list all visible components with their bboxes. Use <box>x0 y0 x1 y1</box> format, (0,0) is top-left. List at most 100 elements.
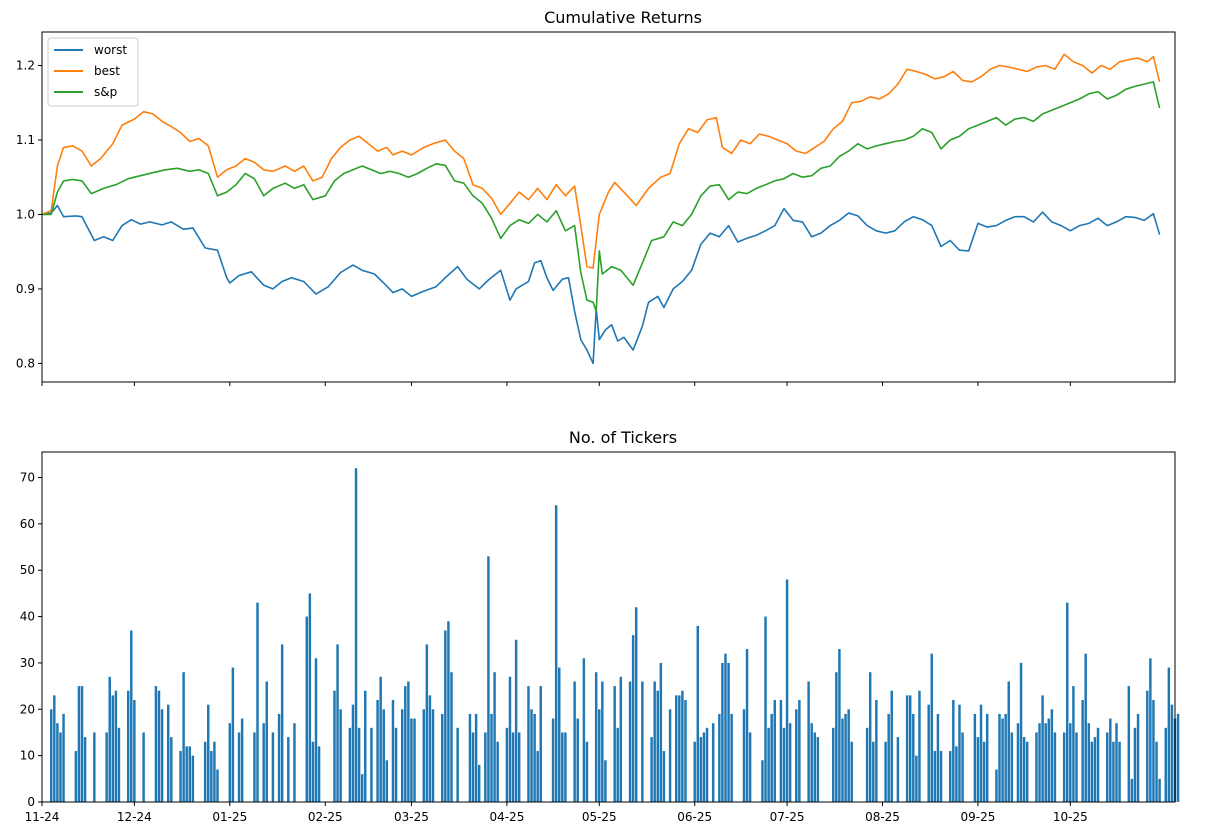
bar <box>511 732 515 802</box>
bar <box>1109 718 1112 802</box>
legend-item-worst: worst <box>54 43 127 57</box>
bar <box>952 700 955 802</box>
bar <box>394 727 398 802</box>
bar <box>656 690 659 802</box>
bar <box>167 704 170 802</box>
bar <box>761 760 764 802</box>
bar <box>185 746 188 802</box>
bar <box>305 616 309 802</box>
y-tick-label: 30 <box>20 656 35 670</box>
bar <box>1136 713 1140 802</box>
returns-y-axis: 0.8 0.9 1.0 1.1 1.2 <box>16 59 42 370</box>
bar <box>976 737 980 802</box>
bar <box>317 746 321 802</box>
bar <box>598 709 601 802</box>
bar <box>253 732 256 802</box>
bar <box>351 704 355 802</box>
bar <box>973 713 977 802</box>
y-tick-label: 10 <box>20 749 35 763</box>
bar <box>939 751 943 802</box>
bar <box>1170 704 1174 802</box>
bar <box>1106 732 1109 802</box>
bar <box>1038 723 1041 802</box>
bar <box>1146 690 1149 802</box>
bar <box>949 751 952 802</box>
bar <box>62 713 65 802</box>
bar <box>277 713 281 802</box>
y-tick-label: 0.8 <box>16 356 35 370</box>
legend-label-best: best <box>94 64 120 78</box>
bar <box>133 700 136 802</box>
bar <box>958 704 961 802</box>
bar <box>108 676 111 802</box>
bar <box>554 505 558 802</box>
bar <box>1090 741 1094 802</box>
bar <box>1176 713 1180 802</box>
bar <box>896 737 900 802</box>
bar <box>59 732 62 802</box>
bar <box>779 700 783 802</box>
bar <box>1115 723 1118 802</box>
bar <box>619 676 623 802</box>
bar <box>613 686 616 802</box>
bar <box>1164 727 1167 802</box>
bar <box>601 681 604 802</box>
bar <box>400 709 404 802</box>
bar <box>280 644 284 802</box>
bar <box>517 732 521 802</box>
bar <box>905 695 909 802</box>
bar <box>1130 778 1134 802</box>
bar <box>496 741 499 802</box>
legend-box <box>47 37 139 107</box>
bar <box>788 723 792 802</box>
bar <box>659 662 663 802</box>
bar <box>721 662 724 802</box>
returns-axes-frame <box>41 31 1176 383</box>
y-tick-label: 0.9 <box>16 282 35 296</box>
returns-panel: Cumulative Returns 0.8 0.9 1.0 1.1 1.2 worst… <box>16 8 1176 386</box>
x-tick-label: 12-24 <box>117 810 152 824</box>
bar <box>530 709 533 802</box>
bar <box>1041 695 1044 802</box>
bar <box>1069 723 1072 802</box>
legend-item-best: best <box>54 64 120 78</box>
bar <box>718 713 721 802</box>
x-tick-label: 11-24 <box>25 810 60 824</box>
bar <box>711 723 715 802</box>
x-tick-label: 06-25 <box>677 810 712 824</box>
bar <box>872 741 875 802</box>
bar <box>705 727 709 802</box>
bar <box>130 630 133 802</box>
y-tick-label: 50 <box>20 563 35 577</box>
bar <box>210 751 213 802</box>
bar <box>1155 741 1158 802</box>
bar <box>727 662 730 802</box>
bar <box>915 755 918 802</box>
bar <box>816 737 820 802</box>
bar <box>410 718 413 802</box>
x-tick-label: 10-25 <box>1053 810 1088 824</box>
bar <box>982 741 986 802</box>
bar <box>675 695 678 802</box>
bar <box>1149 658 1152 802</box>
bar <box>702 732 706 802</box>
bar <box>339 709 342 802</box>
bar <box>527 686 530 802</box>
bar <box>354 468 358 802</box>
tickers-bars <box>50 468 1180 802</box>
bar <box>832 727 835 802</box>
y-tick-label: 60 <box>20 517 35 531</box>
bar <box>807 681 810 802</box>
bar <box>360 774 364 802</box>
bar <box>308 593 312 802</box>
bar <box>798 700 801 802</box>
bar <box>1167 667 1171 802</box>
x-tick-label: 01-25 <box>212 810 247 824</box>
bar <box>311 741 315 802</box>
bar <box>505 727 509 802</box>
bar <box>998 713 1001 802</box>
y-tick-label: 70 <box>20 470 35 484</box>
bar <box>413 718 416 802</box>
bar <box>564 732 567 802</box>
bar <box>1112 741 1115 802</box>
